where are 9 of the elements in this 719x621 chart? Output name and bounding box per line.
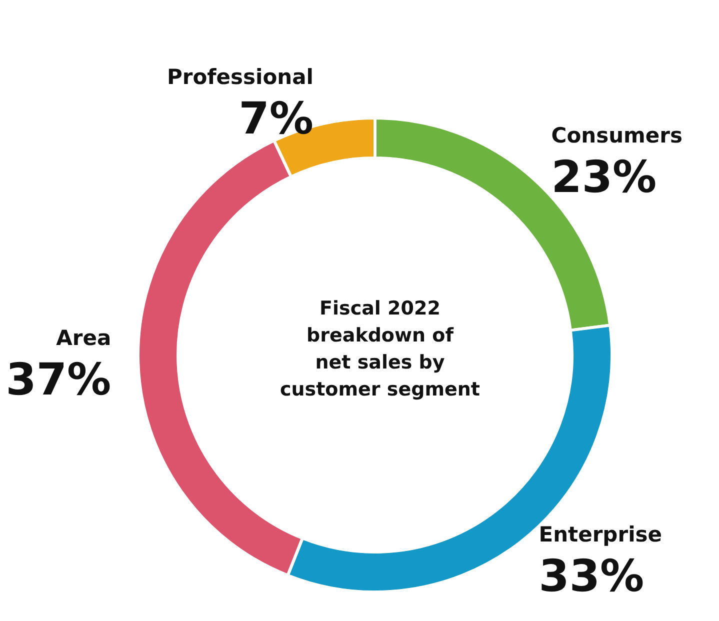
slice-label: Consumers <box>551 124 683 148</box>
data-label: 33% <box>538 551 644 602</box>
text: Fiscal 2022 breakdown of net sales by customer segment <box>280 298 480 400</box>
data-label: 23% <box>551 152 657 204</box>
slice-label: Professional <box>167 65 314 90</box>
data-label: 37% <box>6 354 112 406</box>
slice-label: Area <box>56 326 112 350</box>
data-label: 7% <box>238 94 314 145</box>
slice-label: Enterprise <box>538 522 662 547</box>
